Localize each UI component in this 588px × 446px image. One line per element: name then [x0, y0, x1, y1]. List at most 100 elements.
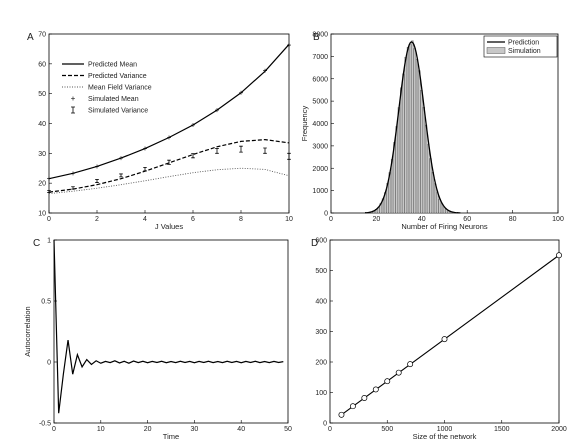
histogram-bar	[418, 70, 421, 214]
x-tick-label: 0	[329, 216, 333, 223]
x-tick-label: 60	[463, 216, 471, 223]
simulated-mean-point	[95, 164, 99, 169]
x-tick-label: 0	[52, 426, 56, 433]
x-tick-label: 20	[373, 216, 381, 223]
x-tick-label: 20	[144, 426, 152, 433]
x-tick-label: 10	[285, 216, 293, 223]
x-axis-label: J Values	[155, 222, 183, 231]
data-point	[556, 252, 562, 259]
x-tick-label: 500	[381, 426, 393, 433]
legend-swatch	[486, 47, 506, 54]
plot-frame	[48, 33, 290, 214]
x-tick-label: 4	[143, 216, 147, 223]
legend-entry: Prediction	[487, 40, 539, 47]
simulated-mean-point	[143, 146, 147, 151]
y-axis-label: Autocorrelation	[23, 306, 32, 356]
histogram-bar	[397, 107, 400, 214]
data-point	[407, 361, 414, 368]
y-tick-label: 3000	[312, 143, 328, 150]
legend-entry: Simulation	[486, 47, 541, 55]
y-tick-label: 0	[324, 211, 328, 218]
x-axis-label: Size of the network	[413, 432, 477, 441]
data-point	[349, 403, 356, 410]
simulated-variance-errorbar	[143, 166, 147, 172]
y-tick-label: 5000	[312, 99, 328, 106]
simulated-variance-errorbar	[287, 152, 291, 160]
x-tick-label: 30	[191, 426, 199, 433]
y-tick-label: 20	[38, 181, 46, 188]
histogram-bar	[413, 48, 416, 214]
histogram-bar	[422, 107, 425, 214]
x-axis-label: Time	[163, 432, 179, 441]
simulated-variance-errorbar	[71, 186, 75, 190]
mean-field-variance-line	[48, 167, 290, 195]
x-tick-label: 1000	[437, 426, 453, 433]
x-tick-label: 1500	[494, 426, 510, 433]
simulated-variance-errorbar	[263, 147, 267, 154]
panel-letter: B	[313, 32, 320, 43]
panel-a: A 0 2 4 6 8 10 10 20 30 40 50 60 70 J Values Predicted …	[27, 32, 293, 232]
simulated-mean-point	[167, 135, 171, 140]
y-tick-label: 0	[323, 421, 327, 428]
histogram-bar	[400, 87, 403, 214]
x-tick-label: 6	[191, 216, 195, 223]
histogram-bar	[395, 126, 398, 214]
legend: Predicted Mean Predicted Variance Mean Fie…	[62, 62, 152, 115]
predicted-mean-line	[48, 44, 290, 180]
y-tick-label: 6000	[312, 76, 328, 83]
histogram-bar	[425, 124, 428, 214]
panel-d: D 0 500 1000 1500 2000 0 100 200 300 400 500 600 Size…	[311, 238, 567, 442]
panel-letter: A	[27, 32, 34, 43]
histogram-bar	[409, 44, 412, 214]
histogram-bars	[370, 40, 455, 214]
simulated-mean-point	[71, 171, 75, 176]
histogram-bar	[429, 158, 432, 214]
y-tick-label: 200	[315, 360, 327, 367]
x-tick-label: 40	[237, 426, 245, 433]
plot-frame	[53, 239, 289, 424]
y-tick-label: 300	[315, 329, 327, 336]
panel-letter: C	[33, 238, 40, 249]
simulated-mean-point	[239, 90, 243, 95]
simulated-mean-point	[191, 122, 195, 127]
simulated-mean-point	[215, 108, 219, 113]
panel-b: B0 20 40 60 80 100010002000300040005000600070…	[300, 32, 564, 232]
y-tick-label: 30	[38, 151, 46, 158]
x-tick-label: 40	[418, 216, 426, 223]
legend-label: Simulated Variance	[88, 108, 148, 115]
histogram-bar	[431, 172, 434, 214]
y-tick-label: 1000	[312, 188, 328, 195]
legend-label: Prediction	[508, 40, 539, 47]
data-point	[338, 411, 345, 418]
legend-entry: Mean Field Variance	[62, 85, 152, 92]
y-tick-label: 60	[38, 61, 46, 68]
x-tick-label: 100	[552, 216, 564, 223]
simulated-variance-errorbar	[191, 153, 195, 159]
y-tick-label: 10	[38, 211, 46, 218]
data-point	[372, 386, 379, 393]
y-tick-label: 600	[315, 238, 327, 245]
histogram-bar	[434, 183, 437, 214]
simulated-mean-point	[287, 43, 291, 48]
prediction-curve	[365, 41, 461, 214]
plot-frame	[330, 33, 559, 214]
simulated-variance-errorbar	[95, 179, 99, 183]
simulated-variance-errorbar	[167, 159, 171, 165]
y-tick-label: 0.5	[41, 299, 51, 306]
legend-label: Mean Field Variance	[88, 85, 152, 92]
legend-label: Simulated Mean	[88, 96, 139, 103]
data-point	[441, 336, 448, 343]
y-tick-label: 500	[315, 268, 327, 275]
predicted-variance-line	[48, 139, 290, 193]
histogram-bar	[411, 40, 414, 214]
y-tick-label: 1	[47, 238, 51, 245]
histogram-bar	[427, 143, 430, 214]
x-axis-label: Number of Firing Neurons	[401, 222, 488, 231]
legend-label: Predicted Mean	[88, 62, 137, 69]
x-tick-label: 2000	[551, 426, 567, 433]
y-tick-label: 2000	[312, 166, 328, 173]
panel-letter: D	[311, 238, 318, 249]
simulated-variance-errorbar	[239, 145, 243, 153]
